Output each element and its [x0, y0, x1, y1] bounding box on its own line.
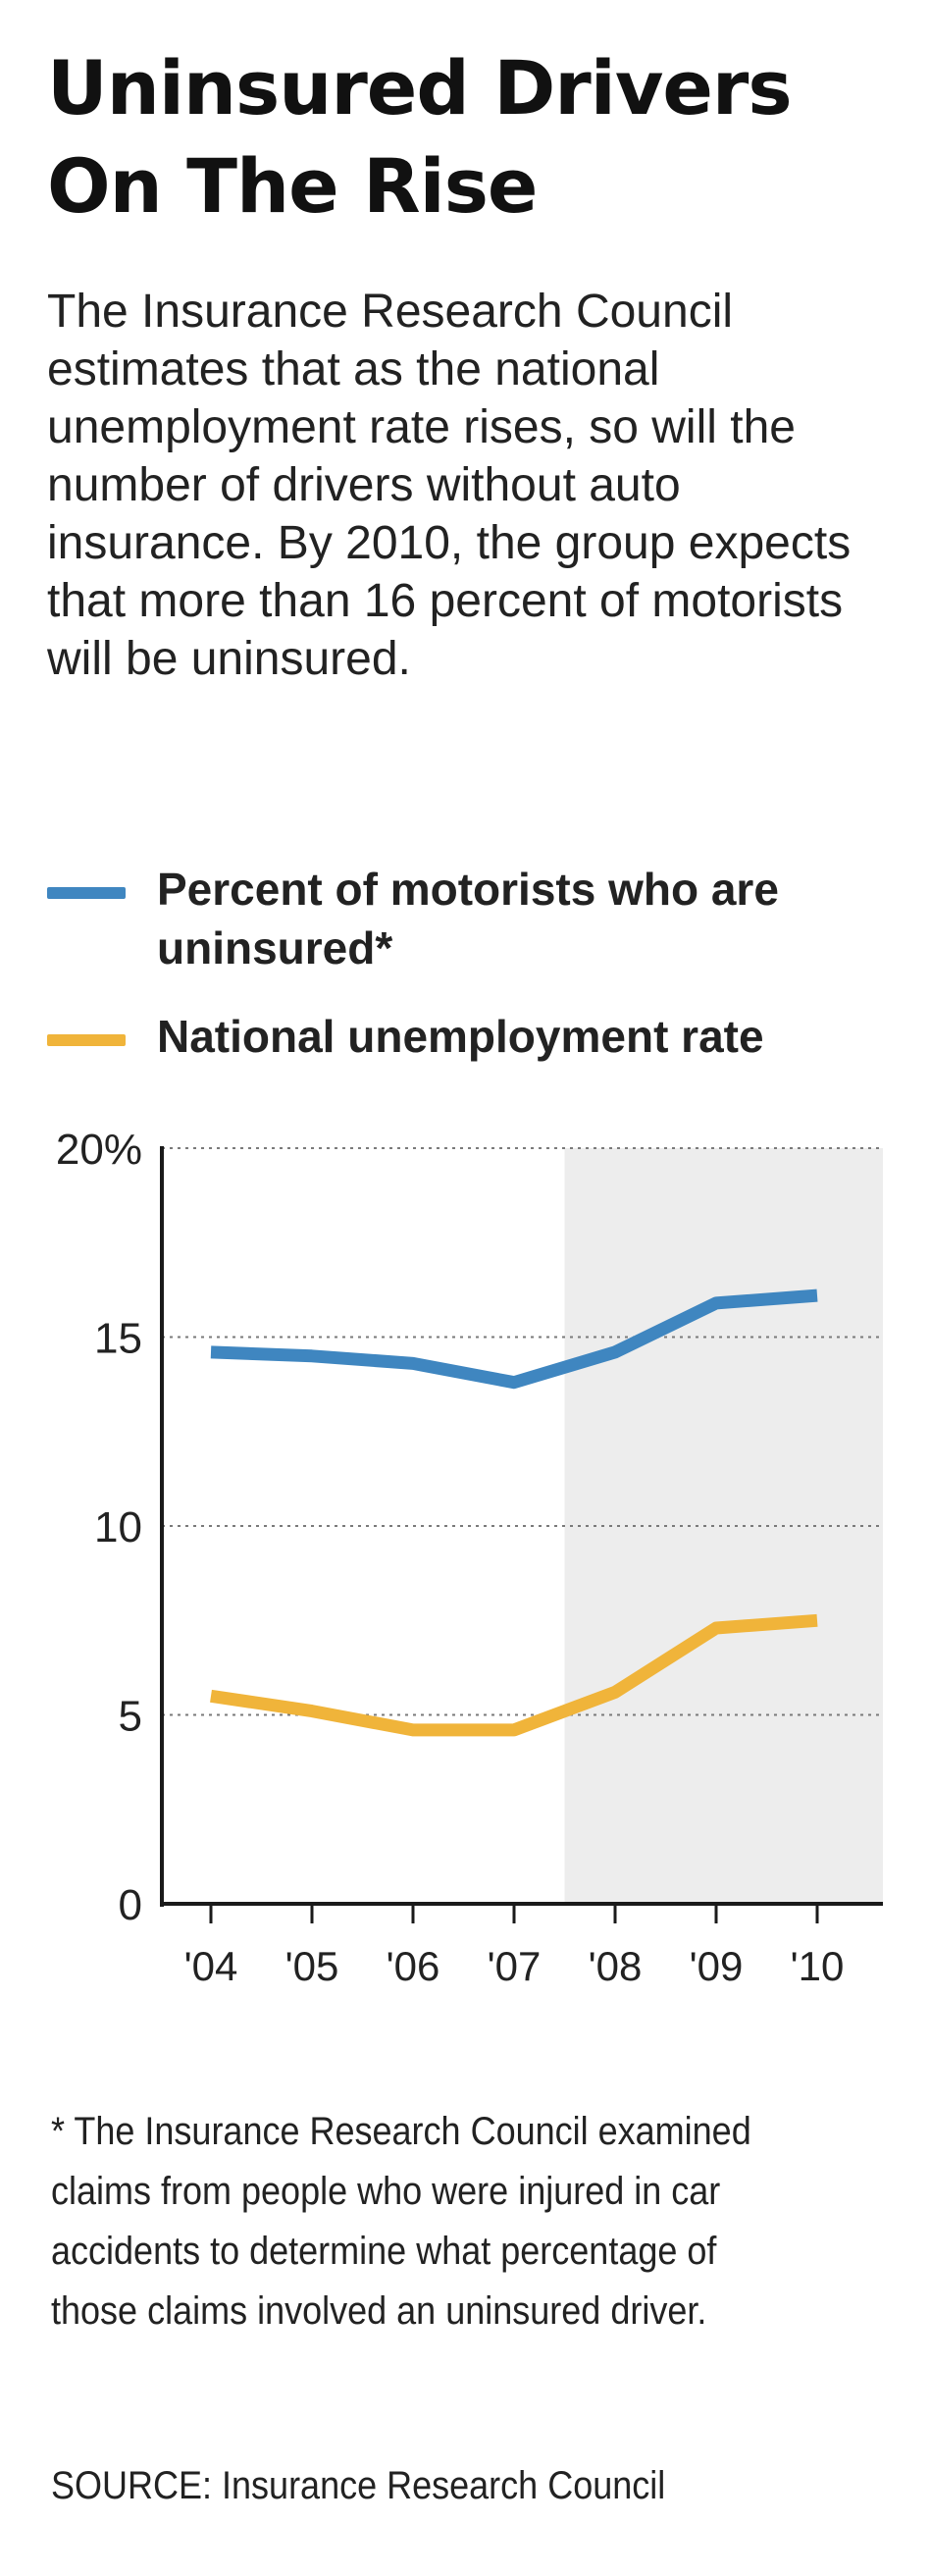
y-tick-label: 5 [119, 1693, 142, 1741]
x-tick-label: '05 [285, 1943, 339, 1989]
legend-item-unemployment: National unemployment rate [47, 1007, 910, 1066]
x-tick-label: '09 [690, 1943, 744, 1989]
legend-label-unemployment: National unemployment rate [157, 1011, 764, 1062]
chart-title: Uninsured Drivers On The Rise [47, 44, 793, 230]
series-line-unemployment [210, 1613, 818, 1737]
x-tick-label: '07 [488, 1943, 542, 1989]
x-tick-label: '10 [791, 1943, 845, 1989]
chart-intro: The Insurance Research Council estimates… [47, 286, 852, 685]
x-tick-label: '08 [589, 1943, 643, 1989]
x-tick-label: '06 [387, 1943, 440, 1989]
legend-item-uninsured: Percent of motorists who are uninsured* [47, 860, 910, 977]
legend-swatch-unemployment [47, 1034, 126, 1046]
y-tick-label: 10 [94, 1503, 142, 1551]
y-tick-label: 0 [119, 1881, 142, 1929]
y-tick-label: 15 [94, 1315, 142, 1363]
legend-swatch-uninsured [47, 887, 126, 899]
series-line-uninsured [210, 1288, 818, 1390]
legend: Percent of motorists who are uninsured* … [47, 860, 910, 1066]
x-tick-label: '04 [184, 1943, 238, 1989]
y-tick-label: 20% [56, 1126, 142, 1174]
forecast-shading [564, 1148, 883, 1904]
legend-label-uninsured: Percent of motorists who are uninsured* [157, 864, 779, 973]
footnote: * The Insurance Research Council examine… [51, 2110, 751, 2333]
source-note: SOURCE: Insurance Research Council [51, 2464, 666, 2507]
